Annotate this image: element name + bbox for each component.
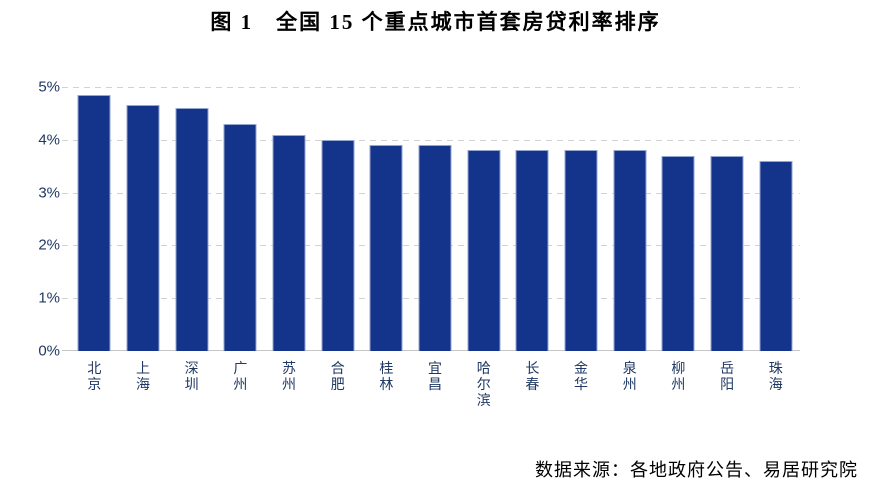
bar-北京 xyxy=(77,94,111,351)
x-tick-label: 珠海 xyxy=(768,360,783,392)
y-axis-labels: 5% 4% 3% 2% 1% 0% xyxy=(22,79,60,360)
y-tick-label: 1% xyxy=(38,289,60,307)
bar-column: 金华 xyxy=(557,87,606,392)
x-tick-label: 哈尔滨 xyxy=(476,360,491,408)
data-source-note: 数据来源：各地政府公告、易居研究院 xyxy=(535,460,858,480)
x-tick-label: 深圳 xyxy=(184,360,199,392)
bar-column: 长春 xyxy=(508,87,557,392)
bar-金华 xyxy=(564,150,598,351)
x-tick-label: 上海 xyxy=(136,360,150,392)
bar-柳州 xyxy=(661,155,695,351)
bar-上海 xyxy=(126,105,160,351)
bar-column: 岳阳 xyxy=(703,87,752,392)
bar-合肥 xyxy=(321,139,355,351)
x-tick-label: 桂林 xyxy=(379,360,394,392)
y-tick-label: 5% xyxy=(38,78,60,96)
bar-column: 珠海 xyxy=(751,87,800,392)
gridline-4pct xyxy=(62,139,800,141)
x-tick-label: 柳州 xyxy=(671,360,686,392)
y-tick-label: 4% xyxy=(38,131,60,149)
y-tick-label: 3% xyxy=(38,184,60,202)
bar-长春 xyxy=(515,150,549,351)
y-tick-label: 2% xyxy=(38,236,60,254)
chart-title: 图 1 全国 15 个重点城市首套房贷利率排序 xyxy=(210,10,661,34)
bar-哈尔滨 xyxy=(467,150,501,351)
bar-column: 上海 xyxy=(119,87,168,392)
x-tick-label: 长春 xyxy=(525,360,540,392)
x-tick-label: 宜昌 xyxy=(428,360,443,392)
x-tick-label: 北京 xyxy=(87,360,102,392)
x-tick-label: 泉州 xyxy=(622,360,637,392)
bar-column: 哈尔滨 xyxy=(459,87,508,408)
bar-宜昌 xyxy=(418,145,452,351)
bar-column: 深圳 xyxy=(167,87,216,392)
gridline-5pct xyxy=(62,87,800,88)
bar-岳阳 xyxy=(710,155,744,351)
bar-column: 北京 xyxy=(70,87,119,392)
bar-泉州 xyxy=(613,150,647,351)
bars-container: 北京 上海 深圳 广州 苏州 合肥 桂林 宜昌 哈尔滨 长春 金华 泉州 柳州 岳阳 珠海 xyxy=(70,87,800,408)
x-tick-label: 金华 xyxy=(574,360,589,392)
bar-苏州 xyxy=(272,134,306,351)
x-tick-label: 岳阳 xyxy=(720,360,735,392)
x-tick-label: 广州 xyxy=(233,360,248,392)
bar-column: 广州 xyxy=(216,87,265,392)
x-tick-label: 苏州 xyxy=(282,360,297,392)
bar-珠海 xyxy=(759,160,793,351)
bar-column: 桂林 xyxy=(362,87,411,392)
bar-桂林 xyxy=(369,145,403,351)
bar-广州 xyxy=(223,123,257,351)
y-tick-label: 0% xyxy=(38,342,60,360)
bar-column: 泉州 xyxy=(605,87,654,392)
bar-column: 柳州 xyxy=(654,87,703,392)
bar-column: 宜昌 xyxy=(411,87,460,392)
bar-深圳 xyxy=(175,108,209,351)
bar-column: 苏州 xyxy=(265,87,314,392)
bar-column: 合肥 xyxy=(313,87,362,392)
x-tick-label: 合肥 xyxy=(330,360,345,392)
